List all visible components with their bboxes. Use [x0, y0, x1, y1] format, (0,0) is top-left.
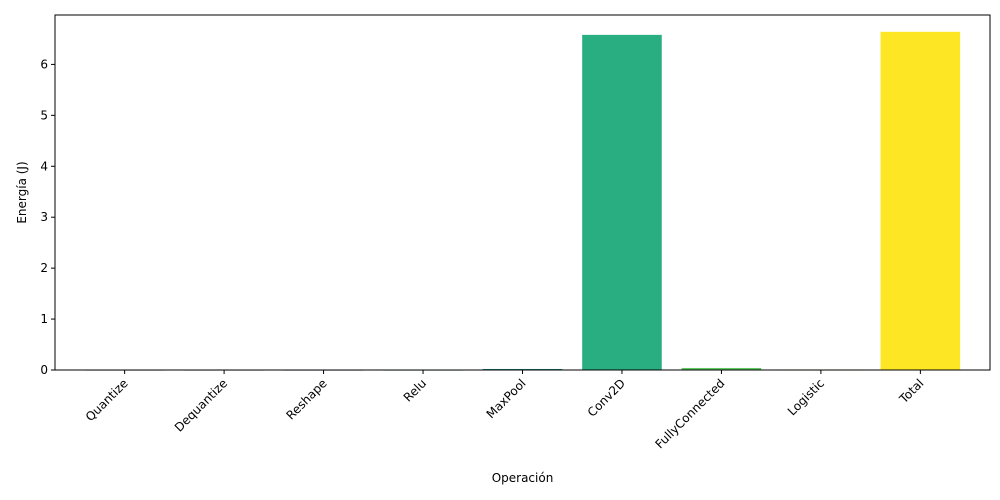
- x-tick-label-quantize: Quantize: [83, 376, 131, 424]
- y-tick-label: 3: [40, 210, 48, 224]
- y-tick-label: 4: [40, 159, 48, 173]
- y-tick-label: 5: [40, 108, 48, 122]
- y-tick-label: 6: [40, 57, 48, 71]
- x-tick-label-relu: Relu: [401, 376, 429, 404]
- y-axis-label: Energía (J): [15, 161, 29, 223]
- bars-group: [84, 31, 961, 371]
- x-tick-label-dequantize: Dequantize: [172, 376, 230, 434]
- y-tick-label: 1: [40, 312, 48, 326]
- x-tick-label-maxpool: MaxPool: [484, 376, 529, 421]
- plot-frame: [54, 14, 991, 371]
- x-axis-label: Operación: [492, 471, 554, 485]
- bar-fullyconnected: [681, 367, 762, 370]
- x-tick-label-logistic: Logistic: [785, 376, 827, 418]
- x-tick-label-total: Total: [896, 376, 926, 406]
- bar-total: [880, 31, 961, 371]
- x-tick-label-reshape: Reshape: [283, 376, 329, 422]
- x-tick-label-conv2d: Conv2D: [585, 376, 628, 419]
- y-axis-ticks: 0 1 2 3 4 5 6: [40, 57, 55, 377]
- bar-conv2d: [582, 34, 662, 370]
- x-tick-label-fullyconnected: FullyConnected: [652, 376, 727, 451]
- y-tick-label: 2: [40, 261, 48, 275]
- bar-maxpool: [482, 368, 563, 370]
- y-tick-label: 0: [40, 363, 48, 377]
- x-axis-ticks: Quantize Dequantize Reshape Relu MaxPool Conv…: [83, 370, 926, 451]
